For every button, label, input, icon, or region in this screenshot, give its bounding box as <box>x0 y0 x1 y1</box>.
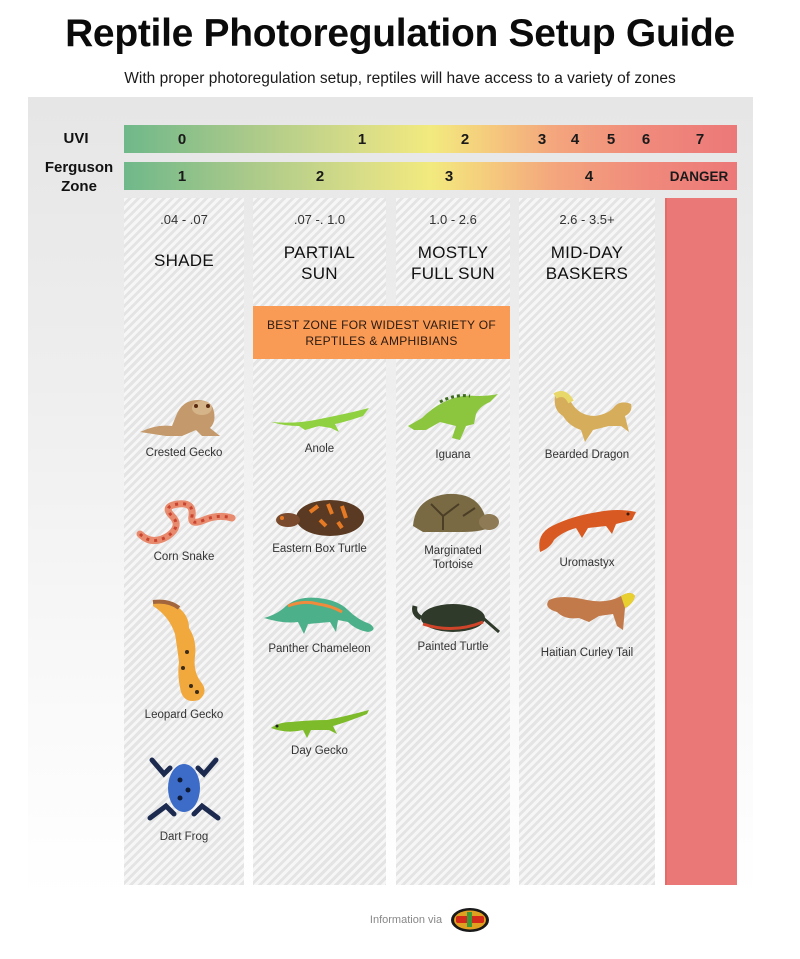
day-gecko-icon <box>270 710 369 738</box>
animal-panther-chameleon: Panther Chameleon <box>253 590 386 656</box>
ferguson-scale-bar: 1 2 3 4 DANGER <box>124 162 737 190</box>
zone-range: .07 -. 1.0 <box>293 212 346 227</box>
animal-name: Dart Frog <box>159 831 209 843</box>
animal-day-gecko: Day Gecko <box>253 708 386 758</box>
animal-name: Day Gecko <box>291 745 348 757</box>
zone-name-line: SUN <box>301 264 338 283</box>
zone-name-line: MOSTLY <box>417 243 489 262</box>
footer-text: Information via <box>369 914 443 926</box>
animal-haitian-curley-tail: Haitian Curley Tail <box>519 586 655 660</box>
bearded-dragon-icon <box>553 391 632 442</box>
uvi-label: UVI <box>63 130 89 147</box>
zone-name: SHADE <box>153 251 215 270</box>
zone-name-line: FULL SUN <box>411 264 495 283</box>
crested-gecko-icon <box>140 400 220 436</box>
animal-name-line: Tortoise <box>432 559 474 571</box>
zone-name: MOSTLY FULL SUN <box>396 242 510 284</box>
animal-name: Marginated Tortoise <box>396 544 510 572</box>
animal-marginated-tortoise: Marginated Tortoise <box>396 486 510 572</box>
uvi-tick: 7 <box>695 131 705 148</box>
zone-name-line: BASKERS <box>545 264 629 283</box>
dart-frog-icon <box>147 757 221 821</box>
animal-iguana: Iguana <box>396 388 510 462</box>
page-title: Reptile Photoregulation Setup Guide <box>65 12 735 55</box>
zone-range: .04 - .07 <box>160 212 208 227</box>
zone-column-shade: .04 - .07 SHADE <box>124 198 244 885</box>
animal-name: Iguana <box>435 449 471 461</box>
anole-icon <box>270 408 369 432</box>
animal-eastern-box-turtle: Eastern Box Turtle <box>253 492 386 556</box>
animal-name: Painted Turtle <box>417 641 489 653</box>
corn-snake-icon <box>136 500 236 544</box>
painted-turtle-icon <box>412 604 500 634</box>
uvi-tick: 0 <box>177 131 187 148</box>
animal-uromastyx: Uromastyx <box>519 498 655 570</box>
animal-name-line: Marginated <box>424 545 482 557</box>
iguana-icon <box>408 394 498 440</box>
footer: Information via <box>0 905 800 935</box>
ferguson-tick: 3 <box>444 168 454 185</box>
animal-name: Haitian Curley Tail <box>540 647 634 659</box>
zone-name-line: PARTIAL <box>283 243 356 262</box>
banner-text: BEST ZONE FOR WIDEST VARIETY OF REPTILES… <box>266 317 497 348</box>
uvi-tick: 4 <box>570 131 580 148</box>
best-zone-banner: BEST ZONE FOR WIDEST VARIETY OF REPTILES… <box>253 306 510 359</box>
ferguson-tick: 2 <box>315 168 325 185</box>
panther-chameleon-icon <box>263 597 374 634</box>
animal-name: Corn Snake <box>153 551 215 563</box>
animal-corn-snake: Corn Snake <box>124 494 244 564</box>
danger-column <box>665 198 737 885</box>
zone-name: PARTIAL SUN <box>253 242 386 284</box>
zone-range: 2.6 - 3.5+ <box>559 212 615 227</box>
uvi-tick: 3 <box>537 131 547 148</box>
animal-name: Uromastyx <box>559 557 615 569</box>
eastern-box-turtle-icon <box>275 500 364 536</box>
zone-range: 1.0 - 2.6 <box>429 212 477 227</box>
animal-name: Eastern Box Turtle <box>272 543 367 555</box>
ferguson-tick-danger: DANGER <box>669 169 729 184</box>
uvi-tick: 1 <box>357 131 367 148</box>
animal-painted-turtle: Painted Turtle <box>396 596 510 654</box>
uvi-tick: 6 <box>641 131 651 148</box>
animal-name: Crested Gecko <box>145 447 223 459</box>
zone-name: MID-DAY BASKERS <box>519 242 655 284</box>
animal-dart-frog: Dart Frog <box>124 752 244 844</box>
animal-name: Bearded Dragon <box>544 449 630 461</box>
uvi-tick: 5 <box>606 131 616 148</box>
haitian-curley-tail-icon <box>547 593 635 630</box>
ferguson-tick: 1 <box>177 168 187 185</box>
animal-leopard-gecko: Leopard Gecko <box>124 596 244 722</box>
zoo-med-logo-icon[interactable] <box>450 907 490 933</box>
uvi-tick: 2 <box>460 131 470 148</box>
animal-name: Leopard Gecko <box>144 709 224 721</box>
uromastyx-icon <box>539 510 636 552</box>
animal-name: Anole <box>304 443 335 455</box>
marginated-tortoise-icon <box>413 493 499 532</box>
leopard-gecko-icon <box>152 599 205 701</box>
zone-name-line: MID-DAY <box>550 243 624 262</box>
uvi-scale-bar: 0 1 2 3 4 5 6 7 <box>124 125 737 153</box>
ferguson-tick: 4 <box>584 168 594 185</box>
ferguson-zone-label: Ferguson Zone <box>44 159 114 195</box>
page-subtitle: With proper photoregulation setup, repti… <box>124 70 676 87</box>
animal-bearded-dragon: Bearded Dragon <box>519 386 655 462</box>
animal-name: Panther Chameleon <box>268 643 371 655</box>
animal-anole: Anole <box>253 396 386 456</box>
animal-crested-gecko: Crested Gecko <box>124 388 244 460</box>
